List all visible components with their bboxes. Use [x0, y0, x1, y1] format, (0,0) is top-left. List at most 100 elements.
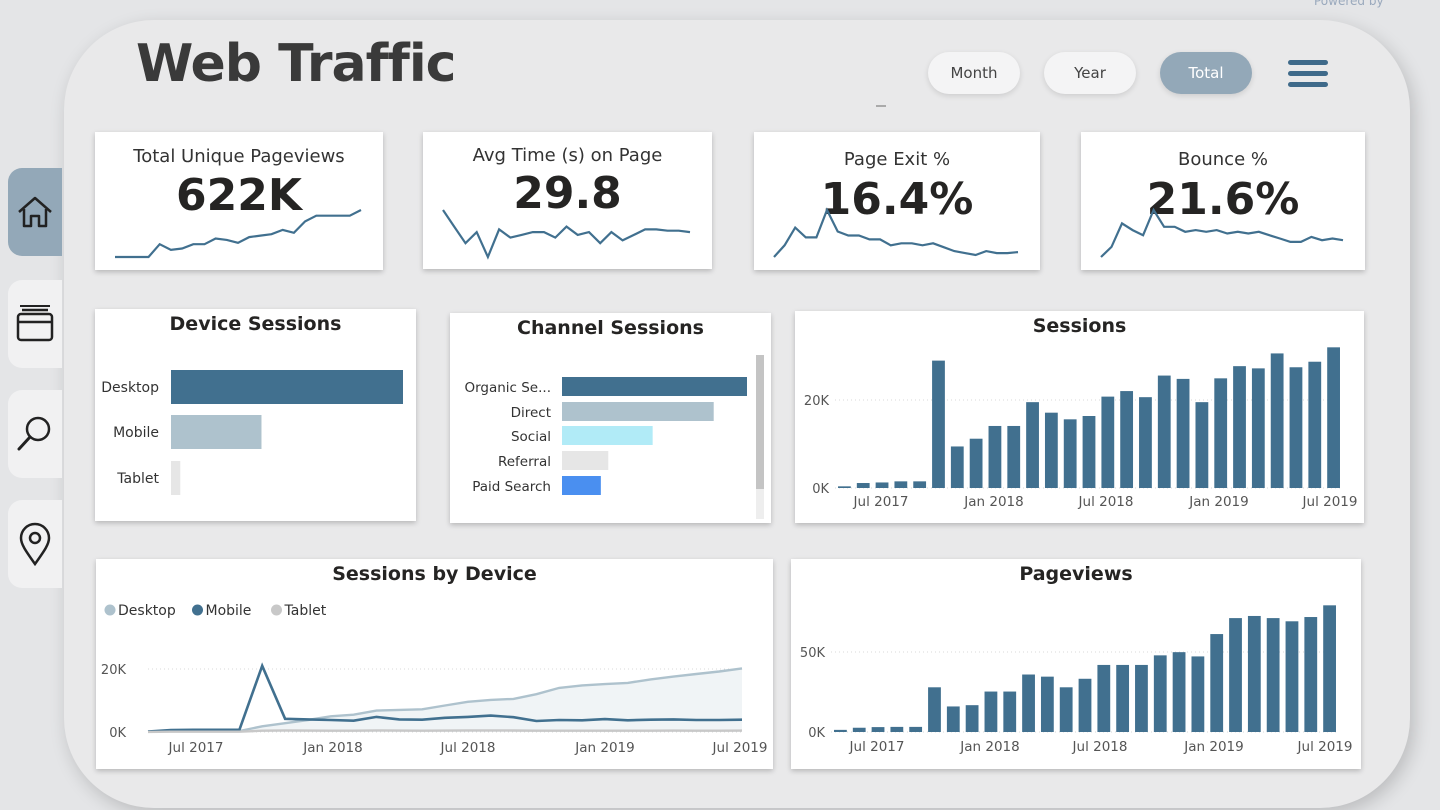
bar-label: Tablet — [116, 471, 159, 487]
scrollbar-track[interactable] — [756, 355, 764, 519]
sparkline-series — [773, 207, 1019, 258]
map-pin-icon — [19, 522, 51, 566]
bar — [1195, 402, 1209, 488]
hamburger-menu-icon[interactable] — [1288, 60, 1328, 90]
sessions-by-device-chart: Desktop Mobile Tablet 0K 20K Jul 2017 Jan 2018… — [101, 603, 768, 756]
x-tick-label: Jan 2019 — [574, 740, 634, 756]
bar — [1210, 634, 1224, 732]
card-title: Device Sessions — [169, 313, 342, 335]
sparkline-series — [1100, 207, 1344, 258]
bar — [950, 446, 964, 488]
bar-label: Direct — [511, 405, 551, 421]
x-tick-label: Jan 2018 — [963, 494, 1023, 510]
bar — [856, 483, 870, 488]
legend-label: Tablet — [284, 603, 327, 619]
legend-marker — [192, 604, 203, 616]
series-line-tablet — [147, 729, 743, 734]
x-tick-label: Jul 2018 — [1072, 739, 1128, 755]
bar — [875, 482, 889, 488]
y-tick-label: 50K — [800, 646, 826, 661]
scrollbar-thumb[interactable] — [756, 355, 764, 489]
bar — [1003, 691, 1017, 732]
kpi-value: 622K — [176, 170, 302, 221]
bar — [988, 425, 1002, 488]
x-tick-label: Jan 2019 — [1183, 739, 1243, 755]
bar — [1040, 676, 1054, 732]
filter-year-button[interactable]: Year — [1044, 52, 1136, 94]
bar — [1251, 368, 1265, 488]
kpi-value: 29.8 — [513, 168, 622, 219]
filter-total-button[interactable]: Total — [1160, 52, 1252, 94]
x-tick-label: Jul 2019 — [1302, 494, 1358, 510]
bar — [1270, 353, 1284, 488]
bar — [1304, 617, 1318, 732]
legend-marker — [104, 604, 116, 616]
bar — [1101, 396, 1115, 488]
bar — [1191, 656, 1205, 732]
bar — [1135, 664, 1148, 732]
nav-map-button[interactable] — [8, 500, 62, 588]
series-line-desktop — [147, 667, 743, 733]
sessions-by-device-card[interactable]: Sessions by Device Desktop Mobile Tablet 0K… — [96, 559, 773, 769]
x-tick-label: Jul 2019 — [1297, 739, 1353, 755]
filter-month-button[interactable]: Month — [928, 52, 1020, 94]
kpi-card-bounce[interactable]: Bounce % 21.6% — [1081, 132, 1365, 270]
bar — [1308, 361, 1322, 488]
bar — [1082, 416, 1096, 488]
bar — [562, 402, 714, 421]
kpi-card-page-exit[interactable]: Page Exit % 16.4% — [754, 132, 1040, 270]
home-icon — [18, 196, 52, 228]
bar — [562, 426, 653, 445]
device-sessions-card[interactable]: Device Sessions Desktop Mobile Tablet — [95, 309, 416, 521]
pageviews-card[interactable]: Pageviews 0K 50K Jul 2017 Jan 2018 Jul 2018 J… — [791, 559, 1361, 769]
page-title: Web Traffic — [136, 34, 456, 94]
bar — [946, 706, 960, 732]
bar — [1327, 347, 1340, 488]
bar — [562, 377, 747, 396]
x-tick-label: Jul 2018 — [440, 740, 496, 756]
bar — [1139, 397, 1152, 488]
bar — [965, 705, 979, 732]
sessions-card[interactable]: Sessions 0K 20K Jul 2017 Jan 2018 Jul 2018 Ja… — [795, 311, 1364, 523]
card-title: Pageviews — [1019, 563, 1133, 585]
kpi-card-avg-time[interactable]: Avg Time (s) on Page 29.8 — [423, 132, 712, 269]
sparkline-series — [442, 209, 691, 260]
nav-home-button[interactable] — [8, 168, 62, 256]
y-tick-label: 20K — [804, 394, 830, 409]
nav-pages-button[interactable] — [8, 280, 62, 368]
bar — [562, 451, 609, 470]
bar-label: Organic Se... — [464, 380, 551, 396]
bar — [1044, 412, 1058, 488]
y-tick-label: 20K — [101, 663, 127, 678]
device-sessions-chart: Desktop Mobile Tablet — [101, 370, 403, 495]
x-tick-label: Jul 2017 — [168, 740, 224, 756]
bar-label: Paid Search — [472, 479, 551, 495]
bar-label: Referral — [498, 454, 551, 470]
x-tick-label: Jul 2018 — [1078, 494, 1134, 510]
bar — [1007, 425, 1021, 488]
kpi-card-pageviews[interactable]: Total Unique Pageviews 622K — [95, 132, 383, 270]
bar — [1116, 664, 1130, 732]
bar — [969, 438, 983, 488]
nav-search-button[interactable] — [8, 390, 62, 478]
bar — [1097, 664, 1111, 732]
y-tick-label: 0K — [109, 726, 126, 741]
bar — [1059, 687, 1073, 732]
card-title: Sessions by Device — [332, 563, 537, 585]
bar — [838, 486, 851, 488]
bar — [871, 727, 885, 732]
x-tick-label: Jul 2017 — [849, 739, 905, 755]
bar — [1289, 367, 1303, 488]
bar — [1063, 419, 1077, 488]
bar — [1285, 621, 1299, 732]
bar — [852, 727, 866, 732]
sessions-chart: 0K 20K Jul 2017 Jan 2018 Jul 2018 Jan 2019 Jul… — [804, 347, 1358, 510]
kpi-label: Avg Time (s) on Page — [472, 145, 663, 166]
bar — [894, 481, 908, 488]
bar — [928, 687, 941, 732]
bar — [171, 370, 403, 404]
channel-sessions-card[interactable]: Channel Sessions Organic Se... Direct Soci… — [450, 313, 771, 523]
kpi-sparkline — [773, 207, 1019, 258]
series-line-mobile — [147, 662, 743, 733]
kpi-sparkline — [115, 209, 362, 259]
